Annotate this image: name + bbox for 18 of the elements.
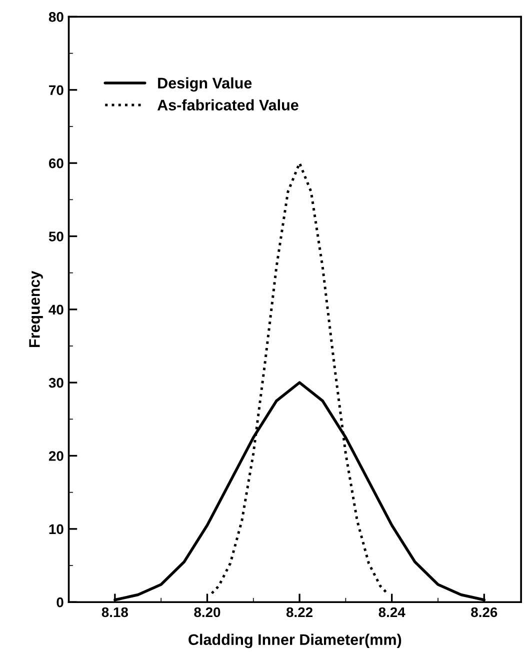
x-tick-label: 8.20 — [194, 607, 220, 618]
y-tick-label: 60 — [48, 158, 64, 168]
y-tick-label: 40 — [48, 304, 64, 315]
legend-label: As-fabricated Value — [157, 99, 298, 110]
y-tick-label: 80 — [48, 12, 64, 22]
y-tick-label: 20 — [48, 451, 64, 461]
legend-label: Design Value — [158, 77, 252, 92]
x-tick-label: 8.26 — [471, 607, 498, 618]
x-tick-label: 8.24 — [378, 607, 406, 618]
y-tick-label: 30 — [48, 378, 64, 388]
y-tick-label: 50 — [48, 232, 64, 242]
y-axis-title: Frequency — [29, 270, 43, 348]
x-tick-label: 8.18 — [102, 607, 128, 618]
y-tick-label: 70 — [49, 85, 64, 96]
x-tick-label: 8.22 — [286, 607, 312, 618]
y-tick-label: 10 — [49, 524, 64, 534]
y-tick-label: 0 — [56, 597, 64, 608]
x-axis-title: Cladding Inner Diameter(mm) — [188, 634, 402, 648]
